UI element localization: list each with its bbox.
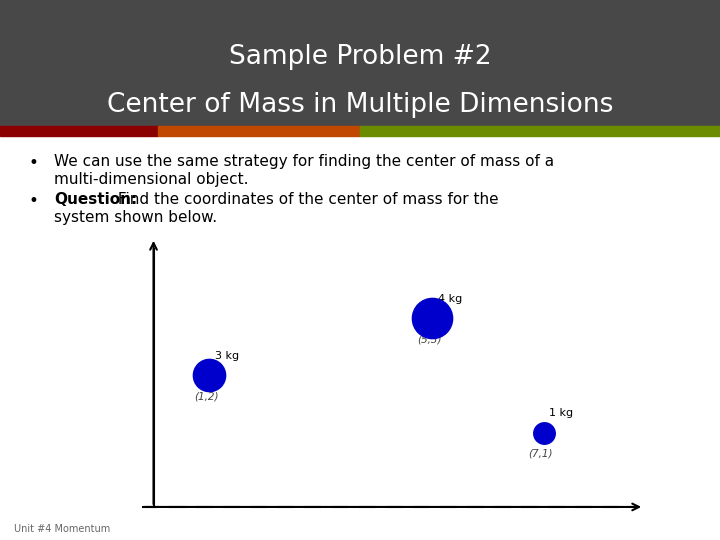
- Text: (7,1): (7,1): [528, 449, 553, 458]
- Point: [204, 371, 215, 380]
- Text: (1,2): (1,2): [194, 392, 219, 401]
- Text: Center of Mass in Multiple Dimensions: Center of Mass in Multiple Dimensions: [107, 92, 613, 118]
- Text: 3 kg: 3 kg: [215, 351, 239, 361]
- Text: system shown below.: system shown below.: [54, 210, 217, 225]
- Text: Sample Problem #2: Sample Problem #2: [229, 44, 491, 70]
- Text: •: •: [29, 192, 39, 210]
- Text: (5,3): (5,3): [417, 334, 441, 344]
- Text: 1 kg: 1 kg: [549, 408, 573, 418]
- Text: Question:: Question:: [54, 192, 138, 207]
- Text: We can use the same strategy for finding the center of mass of a: We can use the same strategy for finding…: [54, 154, 554, 169]
- Text: Find the coordinates of the center of mass for the: Find the coordinates of the center of ma…: [113, 192, 499, 207]
- Text: •: •: [29, 154, 39, 172]
- Point: [538, 428, 549, 437]
- Text: 4 kg: 4 kg: [438, 294, 462, 303]
- Text: multi-dimensional object.: multi-dimensional object.: [54, 172, 248, 187]
- Point: [426, 314, 438, 322]
- Text: Unit #4 Momentum: Unit #4 Momentum: [14, 523, 111, 534]
